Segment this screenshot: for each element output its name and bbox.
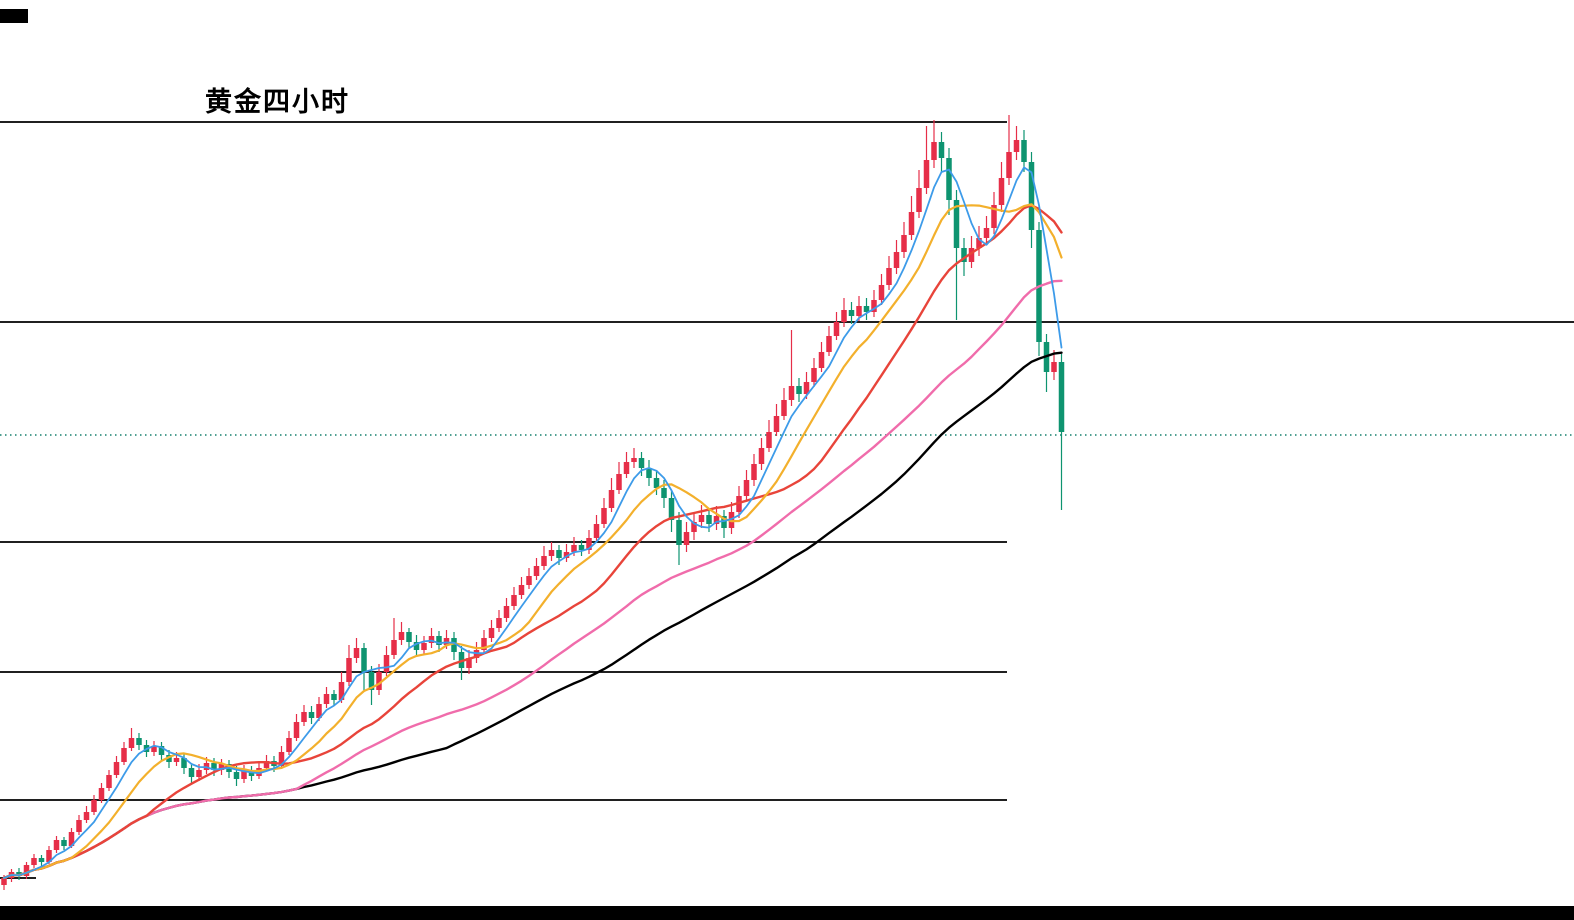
chart-title: 黄金四小时 xyxy=(205,87,350,117)
